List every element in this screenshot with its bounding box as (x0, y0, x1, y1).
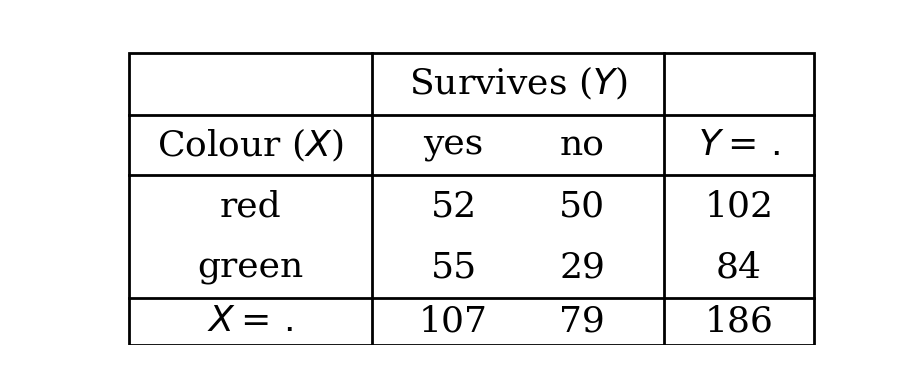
Text: 84: 84 (715, 251, 761, 285)
Text: 79: 79 (559, 305, 605, 338)
Text: yes: yes (423, 128, 483, 162)
Text: 107: 107 (419, 305, 487, 338)
Text: 52: 52 (430, 189, 476, 223)
Text: red: red (220, 189, 281, 223)
Text: 55: 55 (430, 251, 476, 285)
Text: Survives ($Y$): Survives ($Y$) (408, 65, 627, 102)
Text: $Y = \,.$: $Y = \,.$ (698, 128, 779, 162)
Text: 50: 50 (559, 189, 605, 223)
Text: Colour ($X$): Colour ($X$) (157, 126, 344, 164)
Text: $X = \,.$: $X = \,.$ (207, 305, 293, 338)
Text: green: green (198, 251, 303, 285)
Text: 29: 29 (559, 251, 605, 285)
Text: 102: 102 (704, 189, 773, 223)
Text: no: no (559, 128, 604, 162)
Text: 186: 186 (704, 305, 773, 338)
